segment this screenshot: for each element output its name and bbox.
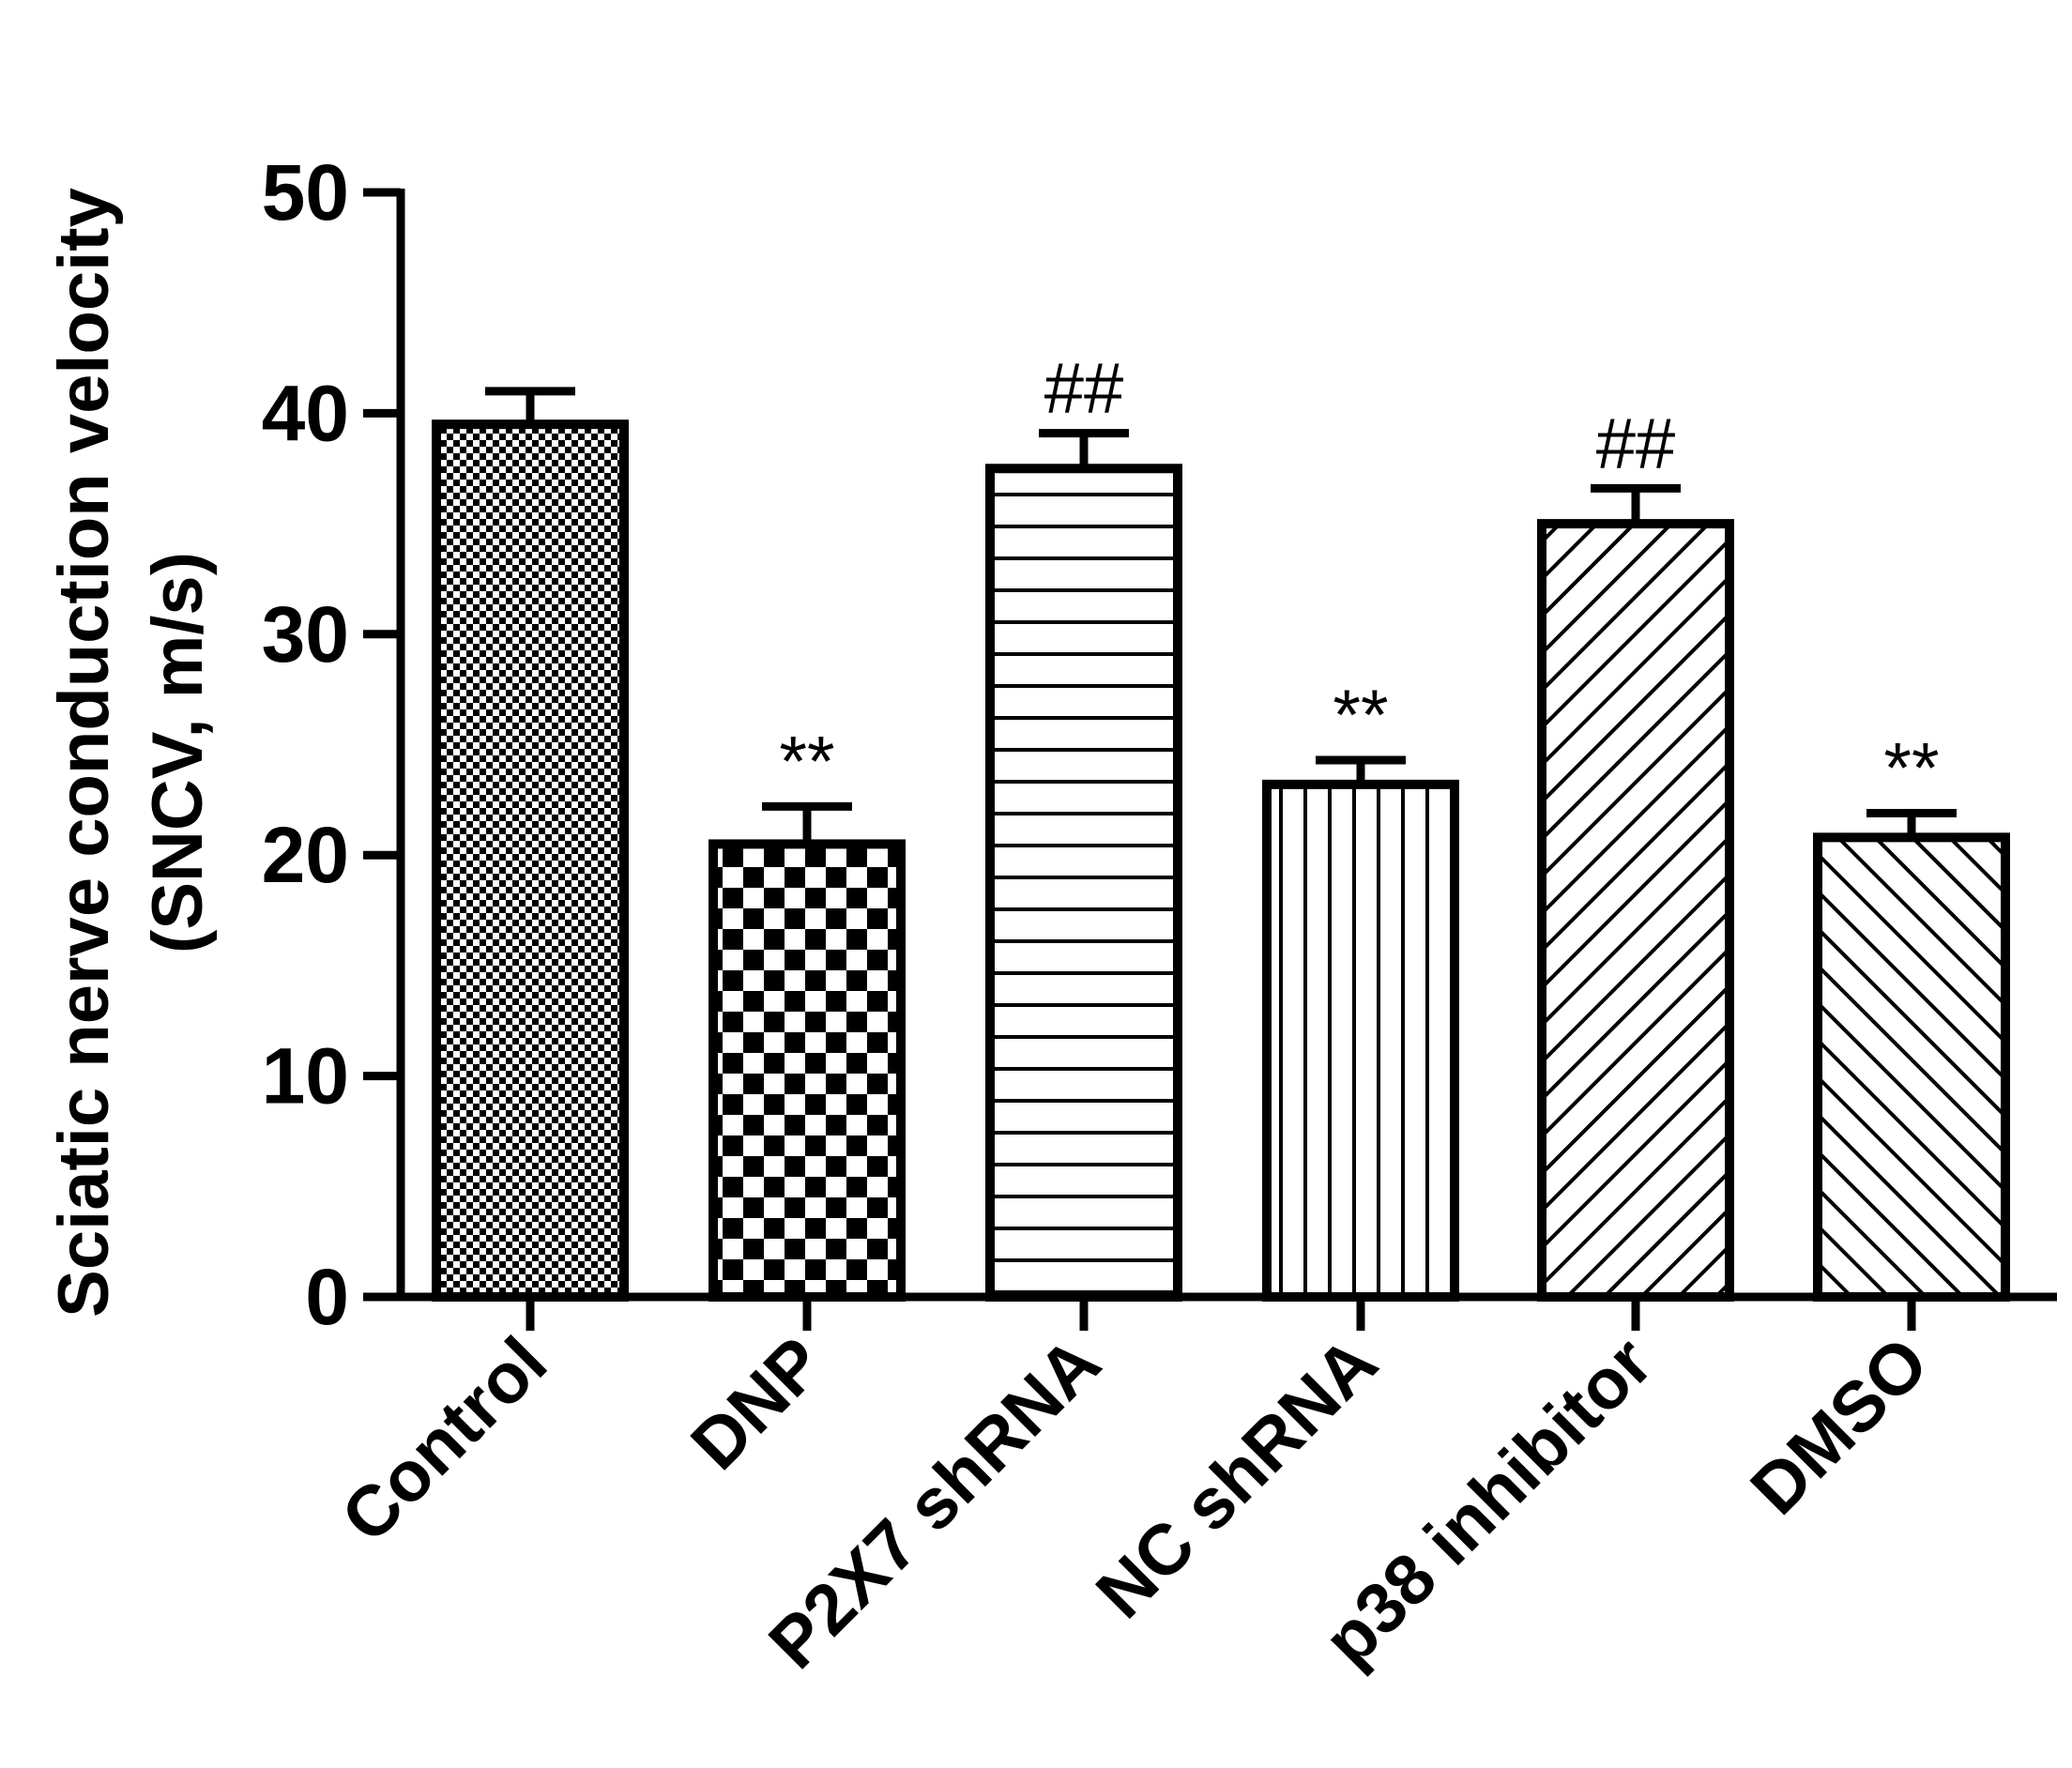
axes: 0 10 20 30 40 50 bbox=[262, 148, 2057, 1341]
bar-dnp bbox=[708, 839, 906, 1302]
significance-marker: ** bbox=[779, 722, 834, 801]
bar-p38-inhibitor bbox=[1537, 519, 1734, 1302]
x-tick-label-group: DNP bbox=[676, 1322, 839, 1486]
bar-p2x7-shrna bbox=[985, 464, 1182, 1302]
bar-control bbox=[432, 419, 629, 1303]
y-tick-label: 10 bbox=[262, 1032, 349, 1120]
x-tick-label-group: Control bbox=[327, 1322, 562, 1558]
x-tick-label-group: DMSO bbox=[1736, 1322, 1943, 1530]
y-tick-label: 40 bbox=[262, 369, 349, 457]
x-tick-label: DMSO bbox=[1736, 1322, 1943, 1530]
y-axis-label-line-2: (SNCV, m/s) bbox=[138, 552, 218, 953]
y-tick-label: 0 bbox=[305, 1253, 349, 1341]
bar-dmso bbox=[1813, 832, 2010, 1302]
y-axis-label: Sciatic nerve conduction velocity (SNCV,… bbox=[44, 188, 218, 1318]
significance-marker: ## bbox=[1044, 349, 1124, 429]
x-tick-label: Control bbox=[327, 1322, 562, 1558]
significance-marker: ## bbox=[1596, 404, 1676, 483]
y-tick-label: 50 bbox=[262, 148, 349, 236]
y-tick-label: 30 bbox=[262, 590, 349, 678]
significance-marker: ** bbox=[1883, 728, 1939, 808]
x-tick-label: DNP bbox=[676, 1322, 839, 1486]
bar-nc-shrna bbox=[1262, 779, 1459, 1302]
bars: ** ## ** ## ** bbox=[432, 349, 2010, 1303]
y-axis-label-line-1: Sciatic nerve conduction velocity bbox=[44, 188, 124, 1318]
y-tick-label: 20 bbox=[262, 811, 349, 899]
significance-marker: ** bbox=[1333, 676, 1388, 755]
